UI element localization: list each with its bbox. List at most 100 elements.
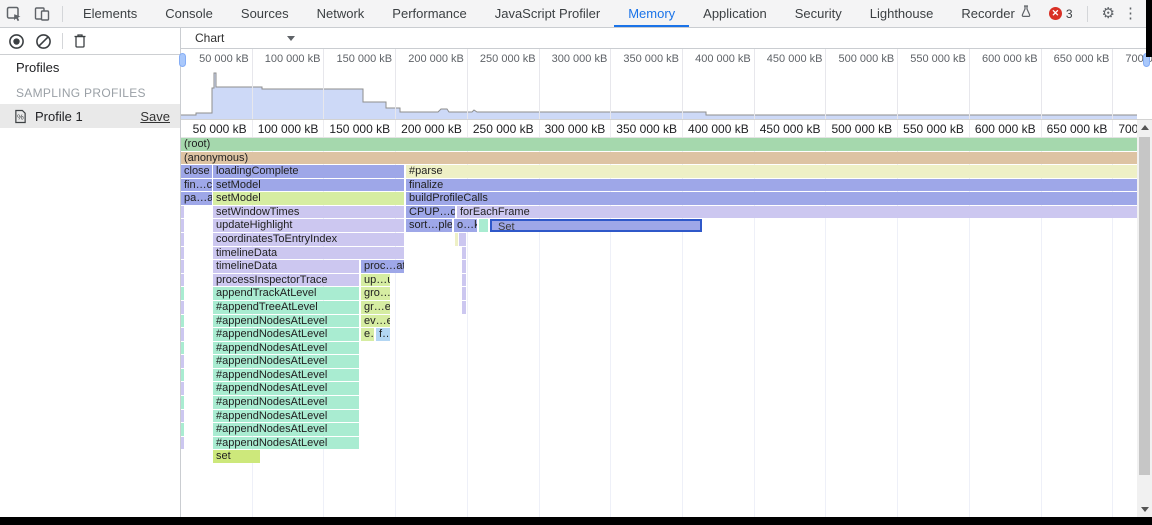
flame-frame[interactable]: e… — [361, 328, 374, 341]
flame-frame[interactable]: #appendNodesAtLevel — [213, 355, 359, 368]
flame-frame[interactable]: sort…ples — [406, 219, 452, 233]
flame-frame[interactable] — [462, 260, 466, 273]
flame-frame[interactable] — [181, 355, 184, 368]
flame-frame[interactable]: up…up — [361, 273, 390, 287]
scroll-down-arrow[interactable] — [1137, 502, 1152, 517]
scroll-up-arrow[interactable] — [1137, 120, 1152, 135]
profiles-heading: Profiles — [16, 60, 60, 75]
flame-frame[interactable]: CPUP…del — [406, 205, 455, 219]
tab-application[interactable]: Application — [703, 6, 767, 21]
flame-frame[interactable]: setModel — [213, 178, 404, 192]
flame-frame[interactable]: fin…ce — [181, 178, 212, 192]
tab-performance[interactable]: Performance — [392, 6, 467, 21]
flame-frame[interactable]: (root) — [181, 138, 1137, 151]
flame-frame[interactable]: #appendNodesAtLevel — [213, 409, 359, 423]
flame-frame[interactable] — [181, 341, 184, 355]
flame-frame[interactable]: ev…ew — [361, 314, 390, 328]
flame-frame[interactable]: setWindowTimes — [213, 205, 404, 219]
flame-frame[interactable]: processInspectorTrace — [213, 273, 359, 287]
flame-frame[interactable]: updateHighlight — [213, 219, 404, 233]
overview-left-resize-handle[interactable] — [179, 53, 186, 67]
flame-frame[interactable]: #parse — [406, 165, 1137, 178]
profile-list-item[interactable]: % Profile 1 Save — [0, 104, 180, 128]
flame-frame[interactable] — [181, 314, 184, 328]
tab-memory[interactable]: Memory — [614, 0, 689, 27]
flame-frame[interactable]: coordinatesToEntryIndex — [213, 233, 404, 246]
device-toolbar-icon[interactable] — [28, 0, 56, 27]
memory-overview-pane[interactable]: 50 000 kB 100 000 kB 150 000 kB 200 000 kB 2… — [179, 49, 1152, 120]
clear-profiles-button[interactable] — [35, 33, 52, 50]
flame-frame[interactable] — [181, 233, 184, 246]
flame-frame[interactable]: timelineData — [213, 260, 359, 273]
flame-frame[interactable] — [181, 273, 184, 287]
inspect-element-icon[interactable] — [0, 0, 28, 27]
flame-frame[interactable] — [181, 300, 184, 314]
flame-frame[interactable]: forEachFrame — [457, 205, 1137, 219]
flame-frame[interactable]: #appendNodesAtLevel — [213, 314, 359, 328]
flame-frame[interactable]: #appendNodesAtLevel — [213, 382, 359, 396]
flame-frame[interactable]: finalize — [406, 178, 1137, 192]
tab-sources[interactable]: Sources — [240, 6, 289, 21]
flame-frame[interactable]: gro…ts — [361, 287, 390, 300]
flame-frame[interactable] — [181, 396, 184, 409]
flame-frame[interactable] — [459, 233, 466, 246]
ruler-tick — [610, 120, 612, 137]
record-heap-profile-button[interactable] — [8, 33, 25, 50]
flame-frame[interactable] — [181, 260, 184, 273]
save-profile-link[interactable]: Save — [140, 108, 170, 124]
flame-frame[interactable]: proc…ata — [361, 260, 404, 273]
flame-frame[interactable] — [455, 233, 458, 246]
flame-frame[interactable]: #appendTreeAtLevel — [213, 300, 359, 314]
overview-tick-label: 450 000 kB — [766, 53, 823, 65]
flame-frame[interactable]: (anonymous) — [181, 151, 1137, 165]
flame-frame[interactable]: close — [181, 165, 212, 178]
flame-frame[interactable]: set — [213, 450, 260, 463]
flame-frame[interactable] — [181, 287, 184, 300]
tab-recorder[interactable]: Recorder — [947, 0, 1045, 27]
flame-frame[interactable] — [181, 246, 184, 260]
flame-frame[interactable]: #appendNodesAtLevel — [213, 396, 359, 409]
tab-lighthouse[interactable]: Lighthouse — [869, 6, 934, 21]
flame-frame[interactable]: #appendNodesAtLevel — [213, 423, 359, 436]
flame-frame[interactable]: loadingComplete — [213, 165, 404, 178]
flame-frame[interactable]: #appendNodesAtLevel — [213, 341, 359, 355]
flame-frame[interactable] — [181, 328, 184, 341]
flame-frame[interactable]: f…r — [376, 328, 390, 341]
flame-frame[interactable]: timelineData — [213, 246, 404, 260]
flame-frame[interactable] — [181, 368, 184, 382]
flame-frame[interactable] — [181, 436, 184, 450]
flame-frame[interactable] — [181, 423, 184, 436]
tab-console[interactable]: Console — [165, 6, 213, 21]
flame-frame[interactable] — [462, 287, 466, 300]
flame-frame[interactable] — [181, 409, 184, 423]
flame-frame[interactable]: #appendNodesAtLevel — [213, 436, 359, 450]
flame-frame[interactable] — [181, 219, 184, 233]
flame-frame[interactable]: setModel — [213, 192, 404, 205]
flame-frame-selected[interactable]: Set — [490, 219, 702, 233]
flamechart[interactable]: (root) (anonymous) close loadingComplete #pa… — [181, 138, 1137, 517]
flame-frame[interactable] — [181, 382, 184, 396]
gear-icon[interactable]: ⚙ — [1101, 5, 1115, 22]
tab-elements[interactable]: Elements — [83, 6, 138, 21]
flame-frame[interactable] — [462, 300, 466, 314]
flame-frame[interactable]: gr…ew — [361, 300, 390, 314]
view-mode-select[interactable]: Chart — [189, 29, 301, 47]
error-badge[interactable]: ✕ 3 — [1048, 7, 1073, 21]
flame-frame[interactable]: pa…at — [181, 192, 212, 205]
tab-javascript-profiler[interactable]: JavaScript Profiler — [494, 6, 601, 21]
flame-frame[interactable] — [479, 219, 488, 233]
flame-frame[interactable] — [181, 205, 184, 219]
flame-frame[interactable]: buildProfileCalls — [406, 192, 1137, 205]
flame-frame[interactable]: #appendNodesAtLevel — [213, 368, 359, 382]
flame-frame[interactable]: appendTrackAtLevel — [213, 287, 359, 300]
flame-frame[interactable]: o…k — [454, 219, 477, 233]
delete-profile-button[interactable] — [73, 33, 87, 49]
tab-network[interactable]: Network — [316, 6, 365, 21]
flame-frame[interactable] — [462, 273, 466, 287]
kebab-menu-icon[interactable]: ⋮ — [1123, 5, 1138, 22]
vertical-scrollbar[interactable] — [1137, 120, 1152, 517]
flame-frame[interactable] — [462, 246, 466, 260]
scrollbar-thumb[interactable] — [1139, 137, 1150, 475]
flame-frame[interactable]: #appendNodesAtLevel — [213, 328, 359, 341]
tab-security[interactable]: Security — [794, 6, 842, 21]
